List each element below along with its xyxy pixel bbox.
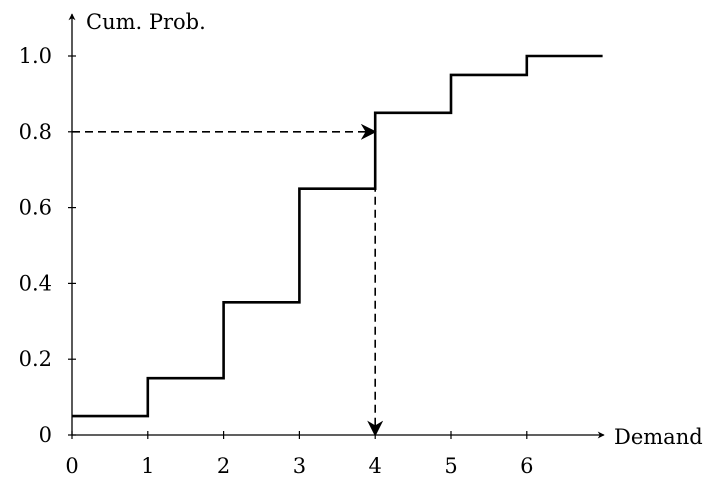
x-tick-label: 2 [217,454,230,478]
x-ticks: 0 1 2 3 4 5 6 [65,431,533,478]
annotations [72,123,384,437]
y-tick-label: 0.8 [19,120,52,144]
y-tick-label: 0 [39,423,52,447]
y-ticks: 0 0.2 0.4 0.6 0.8 1.0 [19,44,76,447]
x-tick-label: 0 [65,454,78,478]
x-tick-label: 4 [369,454,382,478]
step-series [72,54,603,418]
y-tick-label: 1.0 [19,44,52,68]
x-axis-title: Demand [614,425,703,449]
y-tick-label: 0.2 [19,347,52,371]
y-axis-title: Cum. Prob. [86,10,206,34]
series-group [72,54,603,418]
y-tick-label: 0.6 [19,196,52,220]
x-tick-label: 3 [293,454,306,478]
x-tick-label: 5 [444,454,457,478]
x-tick-label: 1 [141,454,154,478]
x-tick-label: 6 [520,454,533,478]
y-tick-label: 0.4 [19,271,52,295]
